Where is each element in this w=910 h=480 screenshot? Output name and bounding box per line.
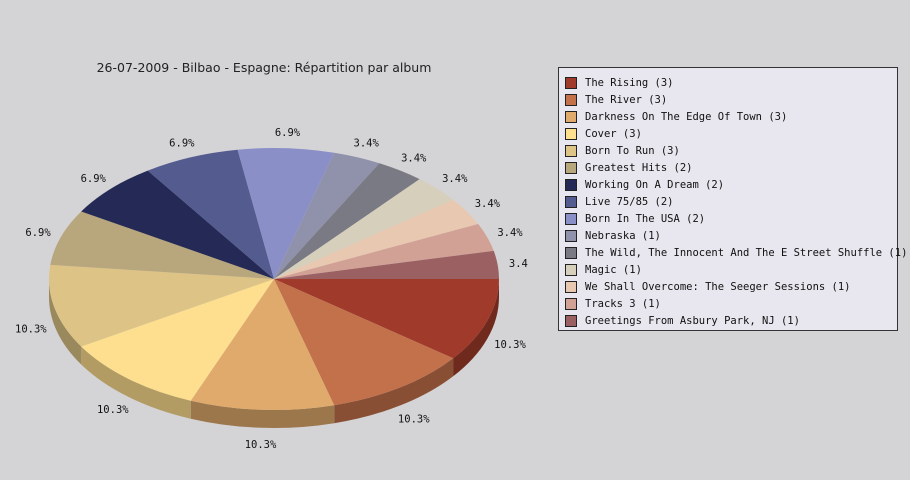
pie-label-greatest-hits: 6.9% [25, 227, 51, 239]
pie-side-the-rising [453, 279, 499, 377]
legend-item-born-to-run: Born To Run (3) [565, 142, 897, 159]
legend-item-the-rising: The Rising (3) [565, 74, 897, 91]
pie-label-born-in-the-usa: 6.9% [275, 127, 301, 139]
legend-label: Cover (3) [585, 127, 642, 140]
pie-label-live-75-85: 6.9% [169, 137, 195, 149]
chart-title: 26-07-2009 - Bilbao - Espagne: Répartiti… [96, 60, 432, 75]
pie-slice-magic [274, 179, 454, 279]
legend-label: Greetings From Asbury Park, NJ (1) [585, 314, 800, 327]
legend-label: The River (3) [585, 93, 668, 106]
legend-item-nebraska: Nebraska (1) [565, 227, 897, 244]
legend-swatch [565, 110, 577, 123]
pie-label-the-wild-the-innocent-and-the-e-street-shuffle: 3.4% [401, 152, 427, 164]
pie-label-born-to-run: 10.3% [15, 324, 47, 336]
pie-side-the-river [334, 358, 454, 424]
legend-label: Born To Run (3) [585, 144, 680, 157]
legend-swatch [565, 178, 577, 191]
legend-label: Working On A Dream (2) [585, 178, 725, 191]
legend-swatch [565, 280, 577, 293]
legend-item-born-in-the-usa: Born In The USA (2) [565, 210, 897, 227]
pie-chart: 10.3% 10.3% 10.3% 10.3% 10.3% 6.9% 6.9% 6.9% 6.9… [15, 127, 528, 451]
pie-label-greetings-from-asbury-park-nj: 3.4% [509, 258, 528, 270]
pie-slice-darkness-on-the-edge-of-town [190, 279, 335, 410]
legend-item-live-75-85: Live 75/85 (2) [565, 193, 897, 210]
legend-swatch [565, 144, 577, 157]
legend-item-magic: Magic (1) [565, 261, 897, 278]
legend-swatch [565, 263, 577, 276]
legend-label: The Wild, The Innocent And The E Street … [585, 246, 908, 259]
legend-label: Greatest Hits (2) [585, 161, 693, 174]
pie-slice-greetings-from-asbury-park-nj [274, 250, 499, 279]
legend-label: Magic (1) [585, 263, 642, 276]
pie-slice-tracks-3 [274, 223, 494, 279]
legend-label: Tracks 3 (1) [585, 297, 661, 310]
pie-slice-cover [81, 279, 274, 401]
pie-side-cover [81, 346, 191, 419]
pie-tops [48, 148, 499, 410]
legend-item-tracks-3: Tracks 3 (1) [565, 295, 897, 312]
pie-slice-the-river [274, 279, 454, 406]
legend-item-cover: Cover (3) [565, 125, 897, 142]
legend-item-the-river: The River (3) [565, 91, 897, 108]
legend-swatch [565, 229, 577, 242]
pie-slice-we-shall-overcome-the-seeger-sessions [274, 199, 479, 279]
pie-label-darkness-on-the-edge-of-town: 10.3% [245, 439, 277, 451]
legend-swatch [565, 314, 577, 327]
legend-item-working-on-a-dream: Working On A Dream (2) [565, 176, 897, 193]
pie-label-we-shall-overcome-the-seeger-sessions: 3.4% [475, 198, 501, 210]
legend-swatch [565, 212, 577, 225]
pie-slice-live-75-85 [147, 149, 274, 279]
legend-item-greatest-hits: Greatest Hits (2) [565, 159, 897, 176]
legend-swatch [565, 76, 577, 89]
legend-swatch [565, 127, 577, 140]
pie-side-born-to-run [49, 279, 82, 365]
pie-labels: 10.3% 10.3% 10.3% 10.3% 10.3% 6.9% 6.9% 6.9% 6.9… [15, 127, 528, 451]
pie-label-cover: 10.3% [97, 404, 129, 416]
pie-slice-the-wild-the-innocent-and-the-e-street-shuffle [274, 163, 420, 279]
legend-item-the-wild-the-innocent-and-the-e-street-shuffle: The Wild, The Innocent And The E Street … [565, 244, 907, 261]
pie-label-nebraska: 3.4% [354, 137, 380, 149]
legend-item-greetings-from-asbury-park-nj: Greetings From Asbury Park, NJ (1) [565, 312, 897, 329]
legend-label: We Shall Overcome: The Seeger Sessions (… [585, 280, 851, 293]
legend-label: Nebraska (1) [585, 229, 661, 242]
pie-label-working-on-a-dream: 6.9% [81, 173, 107, 185]
legend-swatch [565, 297, 577, 310]
legend-item-we-shall-overcome-the-seeger-sessions: We Shall Overcome: The Seeger Sessions (… [565, 278, 897, 295]
legend-swatch [565, 246, 577, 259]
legend-item-darkness-on-the-edge-of-town: Darkness On The Edge Of Town (3) [565, 108, 897, 125]
pie-slice-nebraska [274, 152, 380, 279]
legend-label: Born In The USA (2) [585, 212, 706, 225]
pie-side-darkness-on-the-edge-of-town [190, 400, 335, 428]
pie-label-magic: 3.4% [442, 173, 468, 185]
legend-label: The Rising (3) [585, 76, 674, 89]
legend: The Rising (3) The River (3) Darkness On T… [558, 67, 907, 331]
pie-slice-working-on-a-dream [81, 170, 274, 279]
legend-swatch [565, 195, 577, 208]
pie-slice-the-rising [274, 279, 499, 359]
pie-label-the-river: 10.3% [398, 414, 430, 426]
pie-sides [49, 279, 499, 428]
legend-label: Darkness On The Edge Of Town (3) [585, 110, 788, 123]
pie-slice-born-in-the-usa [237, 148, 335, 279]
pie-slice-born-to-run [48, 264, 274, 347]
legend-label: Live 75/85 (2) [585, 195, 674, 208]
legend-swatch [565, 93, 577, 106]
pie-label-tracks-3: 3.4% [497, 227, 523, 239]
pie-slice-greatest-hits [50, 211, 275, 279]
pie-label-the-rising: 10.3% [494, 339, 526, 351]
legend-swatch [565, 161, 577, 174]
